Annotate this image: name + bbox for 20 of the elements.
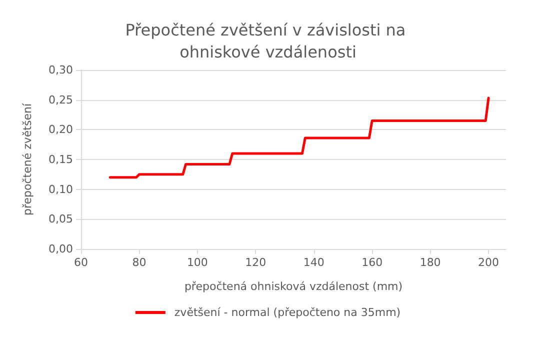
y-tick-label: 0,15 [48,153,73,166]
y-tick-label: 0,25 [48,93,73,106]
legend-label: zvětšení - normal (přepočteno na 35mm) [174,306,401,319]
x-tick-label: 80 [132,256,146,269]
y-axis-title: přepočtené zvětšení [21,102,34,216]
x-axis-title: přepočtená ohnisková vzdálenost (mm) [184,280,403,293]
x-tick-label: 160 [362,256,383,269]
x-tick-label: 140 [303,256,324,269]
x-tick-label: 60 [74,256,88,269]
x-tick-label: 100 [186,256,208,269]
y-tick-label: 0,05 [48,212,73,226]
x-tick-label: 200 [478,256,500,269]
x-tick-label: 180 [420,256,441,269]
y-tick-label: 0,30 [48,64,73,76]
line-series [108,96,490,179]
x-tick-label: 120 [245,256,266,269]
y-tick-label: 0,00 [48,242,73,256]
y-tick-label: 0,20 [48,123,73,136]
y-tick-label: 0,10 [48,182,73,196]
chart-title: Přepočtené zvětšení v závislosti na ohniskové vzdálenosti [125,20,411,62]
